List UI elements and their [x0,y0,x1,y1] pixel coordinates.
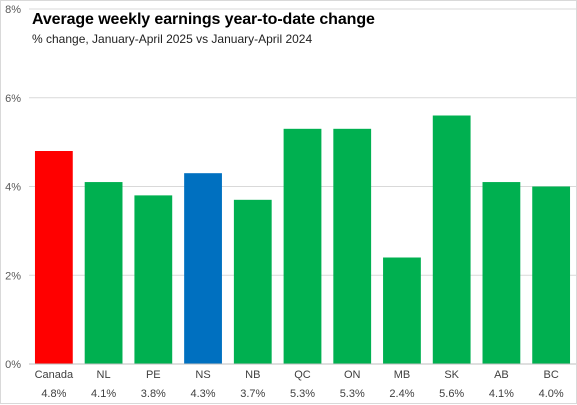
x-tick-label: MB [394,369,411,381]
chart-subtitle: % change, January-April 2025 vs January-… [32,32,313,46]
y-tick-label: 8% [5,4,21,16]
bar [482,182,521,364]
data-label: 2.4% [389,388,414,400]
data-label: 4.1% [489,388,514,400]
data-label: 4.8% [41,388,66,400]
y-tick-label: 0% [5,359,21,371]
x-tick-label: ON [344,369,361,381]
x-tick-label: QC [294,369,311,381]
x-tick-label: NL [97,369,111,381]
x-tick-label: Canada [35,369,74,381]
bar [432,115,471,364]
x-tick-label: NB [245,369,260,381]
y-tick-label: 2% [5,270,21,282]
chart-title: Average weekly earnings year-to-date cha… [32,11,375,28]
bar [383,257,421,364]
x-tick-label: BC [543,369,558,381]
data-label: 4.1% [91,388,116,400]
bar [532,186,571,364]
bar [333,128,372,364]
data-label: 4.3% [191,388,216,400]
bar [283,128,322,364]
x-tick-label: NS [195,369,210,381]
x-tick-label: PE [146,369,161,381]
y-tick-label: 6% [5,93,21,105]
data-label: 3.7% [240,388,265,400]
bar [233,199,272,364]
data-label: 5.3% [290,388,315,400]
bar [134,195,173,364]
data-label: 3.8% [141,388,166,400]
data-label: 5.6% [439,388,464,400]
x-tick-label: AB [494,369,509,381]
bar [34,151,73,364]
x-tick-label: SK [444,369,459,381]
bar [84,182,123,364]
data-label: 5.3% [340,388,365,400]
bar [184,173,222,364]
y-tick-label: 4% [5,182,21,194]
data-label: 4.0% [539,388,564,400]
